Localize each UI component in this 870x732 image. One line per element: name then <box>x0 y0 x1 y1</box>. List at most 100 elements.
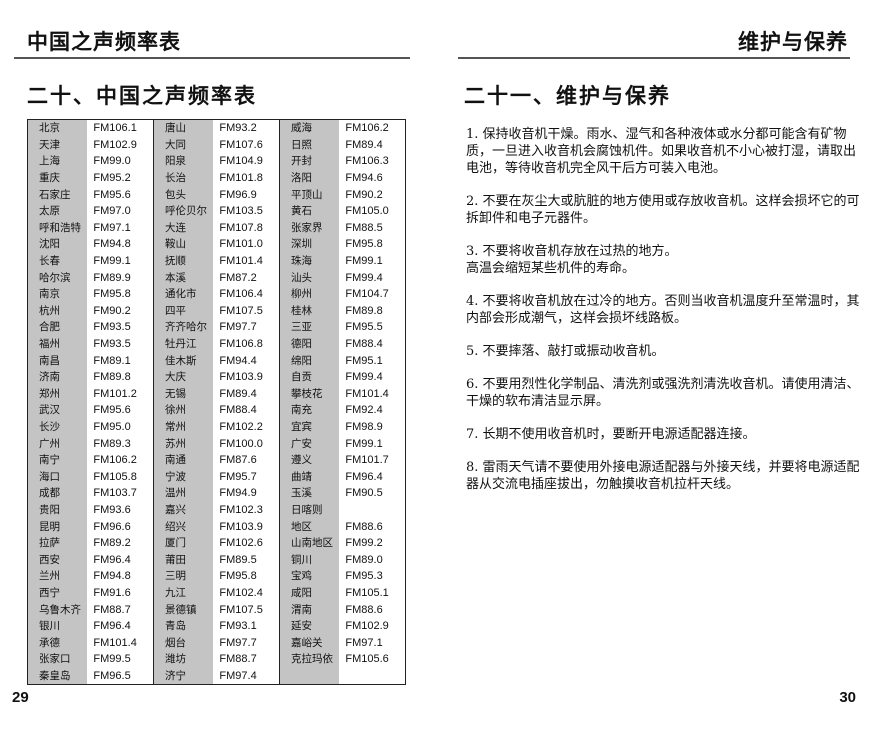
frequency-value: FM99.2 <box>339 534 406 552</box>
frequency-value: FM93.5 <box>87 319 154 336</box>
frequency-value: FM106.1 <box>87 119 154 137</box>
city-name: 呼和浩特 <box>27 219 88 237</box>
table-row: 北京 FM106.1 唐山 FM93.2 威海 FM106.2 <box>27 119 406 137</box>
frequency-value: FM103.9 <box>213 368 280 386</box>
frequency-value: FM99.1 <box>87 252 154 270</box>
city-name: 重庆 <box>27 169 88 187</box>
frequency-value: FM95.1 <box>339 352 406 369</box>
table-row: 石家庄 FM95.6 包头 FM96.9 平顶山 FM90.2 <box>27 186 406 203</box>
city-name: 宝鸡 <box>279 568 340 585</box>
frequency-value: FM102.4 <box>213 584 280 602</box>
city-name: 曲靖 <box>279 468 340 486</box>
table-row: 重庆 FM95.2 长治 FM101.8 洛阳 FM94.6 <box>27 169 406 187</box>
city-name: 长沙 <box>27 418 88 436</box>
frequency-value: FM94.4 <box>213 352 280 369</box>
frequency-value: FM95.7 <box>213 468 280 486</box>
city-name: 唐山 <box>153 119 214 137</box>
table-row: 南京 FM95.8 通化市 FM106.4 柳州 FM104.7 <box>27 285 406 303</box>
frequency-value: FM106.2 <box>339 119 406 137</box>
maintenance-item: 2. 不要在灰尘大或肮脏的地方使用或存放收音机。这样会损坏它的可拆卸件和电子元器… <box>466 194 860 226</box>
frequency-value: FM96.9 <box>213 186 280 203</box>
table-row: 西安 FM96.4 莆田 FM89.5 铜川 FM89.0 <box>27 551 406 569</box>
city-name: 牡丹江 <box>153 335 214 353</box>
table-row: 秦皇岛 FM96.5 济宁 FM97.4 <box>27 667 406 685</box>
frequency-value: FM104.9 <box>213 153 280 170</box>
city-name: 长春 <box>27 252 88 270</box>
city-name: 景德镇 <box>153 601 214 618</box>
city-name: 鞍山 <box>153 236 214 253</box>
frequency-value: FM88.7 <box>213 651 280 668</box>
city-name: 张家口 <box>27 651 88 668</box>
frequency-value: FM88.6 <box>339 518 406 535</box>
city-name: 潍坊 <box>153 651 214 668</box>
frequency-value: FM89.4 <box>213 385 280 403</box>
frequency-value: FM101.8 <box>213 169 280 187</box>
table-row: 成都 FM103.7 温州 FM94.9 玉溪 FM90.5 <box>27 485 406 502</box>
maintenance-item: 3. 不要将收音机存放在过热的地方。 高温会缩短某些机件的寿命。 <box>466 244 678 276</box>
city-name: 山南地区 <box>279 534 340 552</box>
frequency-value: FM101.4 <box>339 385 406 403</box>
frequency-value: FM96.4 <box>339 468 406 486</box>
table-row: 沈阳 FM94.8 鞍山 FM101.0 深圳 FM95.8 <box>27 236 406 253</box>
frequency-value: FM94.8 <box>87 568 154 585</box>
city-name: 本溪 <box>153 269 214 286</box>
frequency-value: FM89.1 <box>87 352 154 369</box>
city-name: 齐齐哈尔 <box>153 319 214 336</box>
frequency-value: FM103.9 <box>213 518 280 535</box>
city-name: 地区 <box>279 518 340 535</box>
frequency-value: FM89.5 <box>213 551 280 569</box>
frequency-value: FM87.2 <box>213 269 280 286</box>
frequency-value: FM96.4 <box>87 551 154 569</box>
frequency-value: FM87.6 <box>213 451 280 469</box>
maintenance-item: 8. 雷雨天气请不要使用外接电源适配器与外接天线，并要将电源适配器从交流电插座拔… <box>466 460 860 492</box>
city-name: 承德 <box>27 634 88 651</box>
frequency-value: FM92.4 <box>339 402 406 419</box>
city-name: 宜宾 <box>279 418 340 436</box>
city-name: 佳木斯 <box>153 352 214 369</box>
frequency-value: FM95.5 <box>339 319 406 336</box>
table-row: 呼和浩特 FM97.1 大连 FM107.8 张家界 FM88.5 <box>27 219 406 237</box>
frequency-value: FM88.4 <box>339 335 406 353</box>
city-name: 上海 <box>27 153 88 170</box>
city-name: 兰州 <box>27 568 88 585</box>
city-name: 呼伦贝尔 <box>153 202 214 220</box>
city-name: 咸阳 <box>279 584 340 602</box>
right-section-title: 二十一、维护与保养 <box>464 84 671 108</box>
city-name: 渭南 <box>279 601 340 618</box>
city-name: 深圳 <box>279 236 340 253</box>
right-page-header: 维护与保养 <box>738 30 848 54</box>
city-name: 通化市 <box>153 285 214 303</box>
frequency-value: FM106.4 <box>213 285 280 303</box>
frequency-value: FM96.5 <box>87 667 154 685</box>
maintenance-item: 4. 不要将收音机放在过冷的地方。否则当收音机温度升至常温时，其内部会形成潮气，… <box>466 294 860 326</box>
maintenance-item: 5. 不要摔落、敲打或振动收音机。 <box>466 344 665 359</box>
city-name: 温州 <box>153 485 214 502</box>
city-name: 日照 <box>279 136 340 154</box>
city-name: 南通 <box>153 451 214 469</box>
city-name: 日喀则 <box>279 501 340 519</box>
city-name: 西宁 <box>27 584 88 602</box>
frequency-value: FM106.2 <box>87 451 154 469</box>
frequency-value: FM99.5 <box>87 651 154 668</box>
city-name: 九江 <box>153 584 214 602</box>
table-row: 长春 FM99.1 抚顺 FM101.4 珠海 FM99.1 <box>27 252 406 270</box>
city-name: 济宁 <box>153 667 214 685</box>
city-name: 沈阳 <box>27 236 88 253</box>
frequency-value: FM95.6 <box>87 402 154 419</box>
maintenance-item: 6. 不要用烈性化学制品、清洗剂或强洗剂清洗收音机。请使用清洁、干燥的软布清洁显… <box>466 377 860 409</box>
city-name: 银川 <box>27 617 88 635</box>
city-name: 玉溪 <box>279 485 340 502</box>
table-row: 上海 FM99.0 阳泉 FM104.9 开封 FM106.3 <box>27 153 406 170</box>
city-name: 北京 <box>27 119 88 137</box>
city-name: 西安 <box>27 551 88 569</box>
table-row: 太原 FM97.0 呼伦贝尔 FM103.5 黄石 FM105.0 <box>27 202 406 220</box>
frequency-value: FM93.5 <box>87 335 154 353</box>
frequency-value: FM102.9 <box>339 617 406 635</box>
city-name: 三亚 <box>279 319 340 336</box>
frequency-value: FM104.7 <box>339 285 406 303</box>
maintenance-item: 1. 保持收音机干燥。雨水、湿气和各种液体或水分都可能含有矿物质，一旦进入收音机… <box>466 127 857 176</box>
table-row: 张家口 FM99.5 潍坊 FM88.7 克拉玛依 FM105.6 <box>27 651 406 668</box>
frequency-value: FM90.2 <box>339 186 406 203</box>
table-row: 长沙 FM95.0 常州 FM102.2 宜宾 FM98.9 <box>27 418 406 436</box>
table-row: 广州 FM89.3 苏州 FM100.0 广安 FM99.1 <box>27 435 406 452</box>
